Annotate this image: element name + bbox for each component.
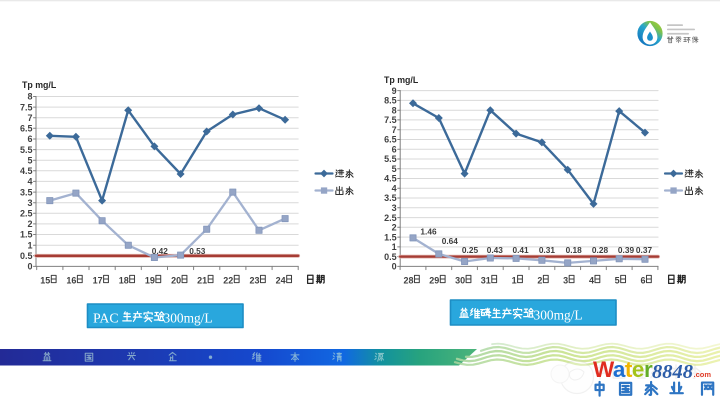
svg-text:0.5: 0.5 xyxy=(20,251,33,261)
svg-text:2: 2 xyxy=(392,223,397,233)
svg-text:1: 1 xyxy=(512,275,517,285)
svg-text:4: 4 xyxy=(589,275,594,285)
svg-text:1.5: 1.5 xyxy=(20,230,33,240)
svg-text:2: 2 xyxy=(537,275,542,285)
svg-text:6: 6 xyxy=(27,134,32,144)
svg-text:Water: Water xyxy=(593,357,653,382)
svg-text:1: 1 xyxy=(392,242,397,252)
svg-text:2.5: 2.5 xyxy=(20,209,33,219)
svg-text:0.64: 0.64 xyxy=(442,236,459,246)
svg-text:0.18: 0.18 xyxy=(566,245,583,255)
svg-text:5.5: 5.5 xyxy=(384,154,397,164)
svg-text:0: 0 xyxy=(27,262,32,272)
svg-text:0.41: 0.41 xyxy=(513,245,530,255)
svg-text:0.43: 0.43 xyxy=(487,245,504,255)
svg-text:20: 20 xyxy=(171,275,181,285)
svg-text:29: 29 xyxy=(429,275,439,285)
svg-text:8: 8 xyxy=(392,105,397,115)
svg-text:0.53: 0.53 xyxy=(189,246,206,256)
svg-text:1.46: 1.46 xyxy=(420,227,437,237)
svg-text:3: 3 xyxy=(27,198,32,208)
svg-text:Tp mg/L: Tp mg/L xyxy=(384,75,419,85)
svg-text:8: 8 xyxy=(27,92,32,102)
svg-text:2.5: 2.5 xyxy=(384,213,397,223)
svg-text:5: 5 xyxy=(392,164,397,174)
svg-text:5: 5 xyxy=(27,155,32,165)
svg-text:22: 22 xyxy=(223,275,233,285)
svg-text:7: 7 xyxy=(27,113,32,123)
svg-text:6.5: 6.5 xyxy=(20,124,33,134)
svg-text:21: 21 xyxy=(197,275,207,285)
svg-text:3.5: 3.5 xyxy=(384,193,397,203)
svg-text:3.5: 3.5 xyxy=(20,187,33,197)
svg-text:3: 3 xyxy=(392,203,397,213)
svg-text:30: 30 xyxy=(455,275,465,285)
svg-text:0.37: 0.37 xyxy=(636,245,653,255)
svg-text:17: 17 xyxy=(93,275,103,285)
svg-text:2: 2 xyxy=(27,219,32,229)
svg-text:7.5: 7.5 xyxy=(20,102,33,112)
svg-text:24: 24 xyxy=(276,275,286,285)
svg-text:3: 3 xyxy=(563,275,568,285)
svg-text:Tp mg/L: Tp mg/L xyxy=(22,80,57,90)
svg-text:5.5: 5.5 xyxy=(20,145,33,155)
svg-text:1: 1 xyxy=(27,240,32,250)
svg-text:8.5: 8.5 xyxy=(384,96,397,106)
svg-text:0.5: 0.5 xyxy=(384,252,397,262)
svg-text:4.5: 4.5 xyxy=(20,166,33,176)
svg-text:6: 6 xyxy=(392,144,397,154)
svg-text:PAC: PAC xyxy=(93,310,119,325)
svg-text:31: 31 xyxy=(481,275,491,285)
svg-text:19: 19 xyxy=(145,275,155,285)
svg-text:0: 0 xyxy=(392,262,397,272)
svg-text:6.5: 6.5 xyxy=(384,135,397,145)
svg-text:300mg/L: 300mg/L xyxy=(164,310,213,325)
svg-text:1.5: 1.5 xyxy=(384,232,397,242)
svg-text:23: 23 xyxy=(249,275,259,285)
svg-text:7.5: 7.5 xyxy=(384,115,397,125)
svg-text:7: 7 xyxy=(392,125,397,135)
svg-text:15: 15 xyxy=(40,275,50,285)
svg-text:0.28: 0.28 xyxy=(592,245,609,255)
svg-text:0.25: 0.25 xyxy=(462,245,479,255)
svg-text:28: 28 xyxy=(403,275,413,285)
svg-text:4: 4 xyxy=(27,177,32,187)
svg-text:4.5: 4.5 xyxy=(384,174,397,184)
svg-text:.com: .com xyxy=(694,370,712,379)
svg-text:0.31: 0.31 xyxy=(539,245,556,255)
svg-text:0.42: 0.42 xyxy=(152,246,169,256)
svg-text:18: 18 xyxy=(119,275,129,285)
svg-text:9: 9 xyxy=(392,86,397,96)
svg-text:0.39: 0.39 xyxy=(618,245,635,255)
svg-text:6: 6 xyxy=(640,275,645,285)
svg-text:5: 5 xyxy=(615,275,620,285)
svg-text:16: 16 xyxy=(66,275,76,285)
svg-text:4: 4 xyxy=(392,184,397,194)
svg-text:300mg/L: 300mg/L xyxy=(534,307,583,322)
svg-text:8848: 8848 xyxy=(652,361,693,383)
